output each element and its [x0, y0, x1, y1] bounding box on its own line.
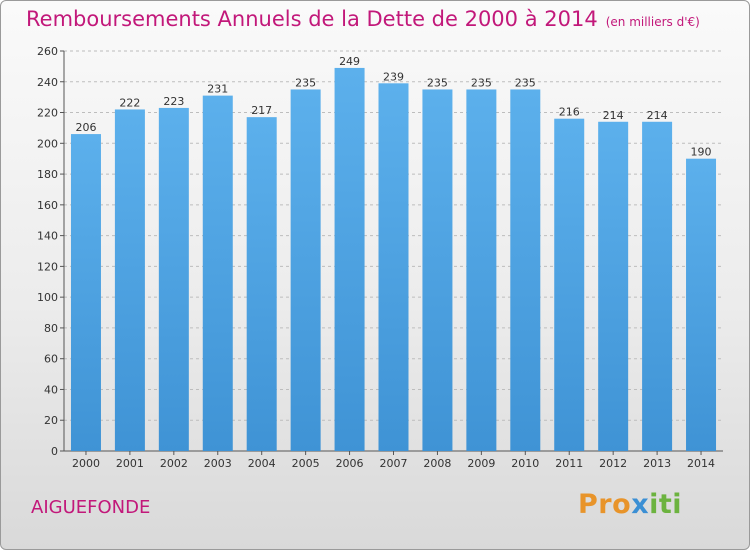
bar-value-label: 231 [207, 83, 228, 96]
x-tick-label: 2006 [336, 457, 364, 470]
x-tick-label: 2000 [72, 457, 100, 470]
y-tick-label: 0 [51, 445, 58, 458]
y-tick-label: 160 [37, 199, 58, 212]
bar [598, 121, 629, 452]
bar [378, 83, 409, 452]
y-tick-label: 140 [37, 230, 58, 243]
bar-value-label: 222 [119, 96, 140, 109]
bar [334, 67, 365, 451]
y-tick-label: 60 [44, 353, 58, 366]
bar [554, 118, 585, 451]
bar-value-label: 235 [515, 76, 536, 89]
bar [114, 109, 145, 451]
proxiti-logo: Proxiti [578, 489, 682, 520]
logo-letter: o [612, 489, 632, 520]
bar-value-label: 235 [295, 76, 316, 89]
logo-letter: t [658, 489, 673, 520]
logo-letter: P [578, 489, 599, 520]
y-tick-label: 120 [37, 260, 58, 273]
x-tick-label: 2014 [687, 457, 715, 470]
bar [642, 121, 673, 452]
x-tick-label: 2003 [204, 457, 232, 470]
bar-value-label: 235 [427, 76, 448, 89]
bar-value-label: 249 [339, 55, 360, 68]
unit-label: (en milliers d'€) [605, 15, 700, 29]
bar [422, 89, 453, 451]
x-tick-label: 2005 [292, 457, 320, 470]
y-tick-label: 240 [37, 76, 58, 89]
x-tick-label: 2009 [467, 457, 495, 470]
bar-value-label: 214 [603, 109, 624, 122]
y-tick-label: 260 [37, 45, 58, 58]
logo-letter: i [649, 489, 659, 520]
x-tick-label: 2007 [380, 457, 408, 470]
bar-value-label: 206 [75, 121, 96, 134]
x-tick-label: 2010 [511, 457, 539, 470]
bar-value-label: 217 [251, 104, 272, 117]
x-tick-label: 2004 [248, 457, 276, 470]
bar [466, 89, 497, 451]
y-tick-label: 180 [37, 168, 58, 181]
bar-value-label: 235 [471, 76, 492, 89]
bar [686, 158, 717, 451]
x-tick-label: 2013 [643, 457, 671, 470]
bar [202, 95, 233, 451]
y-tick-label: 200 [37, 137, 58, 150]
x-tick-label: 2011 [555, 457, 583, 470]
bar [510, 89, 541, 451]
bar [158, 107, 189, 451]
chart-title: Remboursements Annuels de la Dette de 20… [26, 7, 700, 31]
y-tick-label: 80 [44, 322, 58, 335]
bar-value-label: 216 [559, 106, 580, 119]
x-tick-label: 2008 [423, 457, 451, 470]
bar-value-label: 214 [647, 109, 668, 122]
y-tick-label: 20 [44, 414, 58, 427]
logo-letter: r [598, 489, 613, 520]
y-tick-label: 40 [44, 383, 58, 396]
x-tick-label: 2002 [160, 457, 188, 470]
bar [246, 117, 277, 452]
bar [290, 89, 321, 451]
bar-value-label: 239 [383, 70, 404, 83]
logo-letter: x [631, 489, 650, 520]
bar-value-label: 190 [691, 146, 712, 159]
logo-letter: i [672, 489, 683, 520]
bar-value-label: 223 [163, 95, 184, 108]
bar [70, 134, 101, 452]
place-name: AIGUEFONDE [31, 497, 151, 518]
y-tick-label: 100 [37, 291, 58, 304]
x-tick-label: 2001 [116, 457, 144, 470]
x-tick-label: 2012 [599, 457, 627, 470]
y-tick-label: 220 [37, 107, 58, 120]
